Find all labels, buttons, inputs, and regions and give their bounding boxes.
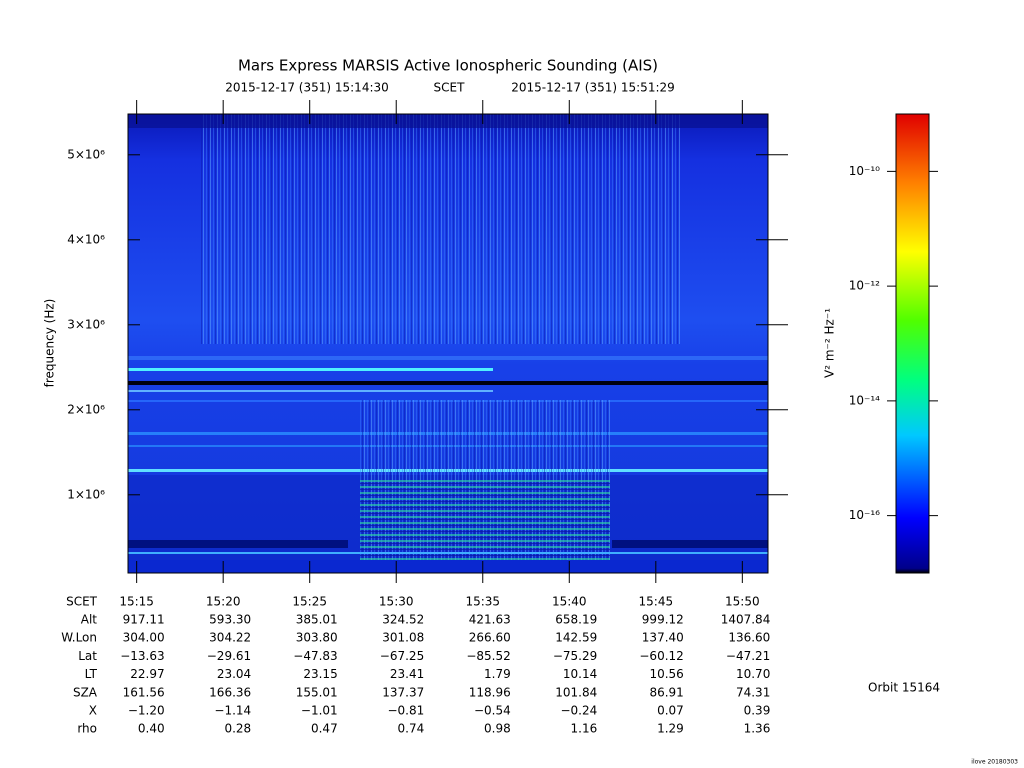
axes-frame xyxy=(127,113,769,574)
start-time: 2015-12-17 (351) 15:14:30 xyxy=(225,81,389,95)
ephemeris-value: 166.36 xyxy=(209,685,251,699)
ephemeris-value: 137.40 xyxy=(642,631,684,645)
ephemeris-value: 0.39 xyxy=(744,704,771,718)
spectrogram-image xyxy=(128,114,768,573)
ephemeris-value: 266.60 xyxy=(469,631,511,645)
ephemeris-row-label: SZA xyxy=(73,685,98,699)
ephemeris-value: 658.19 xyxy=(555,613,597,627)
ephemeris-value: 86.91 xyxy=(649,685,683,699)
ephemeris-value: 1.79 xyxy=(484,667,511,681)
ephemeris-value: 1.29 xyxy=(657,722,684,736)
ephemeris-value: 0.07 xyxy=(657,704,684,718)
colorbar-tick-label: 10⁻¹⁶ xyxy=(849,508,880,522)
x-tick-label: 15:50 xyxy=(725,595,760,609)
ephemeris-value: 421.63 xyxy=(469,613,511,627)
ephemeris-value: 161.56 xyxy=(123,685,165,699)
ephemeris-value: −29.61 xyxy=(207,649,251,663)
x-tick-label: 15:25 xyxy=(292,595,327,609)
y-tick-label: 2×10⁶ xyxy=(67,402,105,416)
ephemeris-row-label: rho xyxy=(77,722,97,736)
x-tick-label: 15:15 xyxy=(119,595,154,609)
ephemeris-value: 999.12 xyxy=(642,613,684,627)
ephemeris-row-label: LT xyxy=(85,667,98,681)
ephemeris-value: −1.20 xyxy=(128,704,165,718)
ephemeris-value: −85.52 xyxy=(466,649,510,663)
ephemeris-value: 118.96 xyxy=(469,685,511,699)
ephemeris-value: 22.97 xyxy=(130,667,164,681)
ephemeris-value: −13.63 xyxy=(120,649,164,663)
ephemeris-value: 301.08 xyxy=(382,631,424,645)
end-time: 2015-12-17 (351) 15:51:29 xyxy=(511,81,675,95)
ephemeris-value: 324.52 xyxy=(382,613,424,627)
ephemeris-value: 10.70 xyxy=(736,667,770,681)
ephemeris-row-label: X xyxy=(89,704,97,718)
ephemeris-value: 10.14 xyxy=(563,667,597,681)
ephemeris-value: 23.41 xyxy=(390,667,424,681)
y-axis-label: frequency (Hz) xyxy=(43,299,57,388)
colorbar-label: V² m⁻² Hz⁻¹ xyxy=(823,308,837,378)
ephemeris-value: 1.36 xyxy=(744,722,771,736)
y-tick-label: 5×10⁶ xyxy=(67,147,105,161)
ephemeris-row-label: W.Lon xyxy=(61,631,97,645)
ephemeris-value: 23.04 xyxy=(217,667,251,681)
ephemeris-value: 304.22 xyxy=(209,631,251,645)
y-tick-label: 1×10⁶ xyxy=(67,487,105,501)
ephemeris-value: 304.00 xyxy=(123,631,165,645)
colorbar-tick-label: 10⁻¹⁴ xyxy=(849,393,880,407)
x-tick-label: 15:30 xyxy=(379,595,414,609)
ephemeris-value: 0.98 xyxy=(484,722,511,736)
ephemeris-value: −0.54 xyxy=(474,704,511,718)
x-tick-label: 15:20 xyxy=(206,595,241,609)
colorbar-tick-label: 10⁻¹⁰ xyxy=(849,164,880,178)
ephemeris-row-label: Alt xyxy=(81,613,98,627)
chart-title: Mars Express MARSIS Active Ionospheric S… xyxy=(238,57,658,75)
ephemeris-value: −1.14 xyxy=(214,704,251,718)
ephemeris-value: 303.80 xyxy=(296,631,338,645)
ephemeris-value: 0.28 xyxy=(224,722,251,736)
ephemeris-value: 1.16 xyxy=(571,722,598,736)
ephemeris-value: −1.01 xyxy=(301,704,338,718)
ephemeris-value: 0.74 xyxy=(398,722,425,736)
ephemeris-value: 1407.84 xyxy=(721,613,771,627)
orbit-label: Orbit 15164 xyxy=(868,681,940,695)
y-tick-label: 3×10⁶ xyxy=(67,317,105,331)
ephemeris-value: −0.24 xyxy=(560,704,597,718)
ephemeris-value: 10.56 xyxy=(649,667,683,681)
ephemeris-value: −47.83 xyxy=(293,649,337,663)
ephemeris-value: 385.01 xyxy=(296,613,338,627)
x-tick-label: 15:45 xyxy=(639,595,674,609)
ephemeris-value: −60.12 xyxy=(639,649,683,663)
ephemeris-row-label: Lat xyxy=(78,649,97,663)
y-tick-label: 4×10⁶ xyxy=(67,232,105,246)
ephemeris-label: SCET xyxy=(66,595,98,609)
ephemeris-value: 917.11 xyxy=(123,613,165,627)
colorbar-tick-label: 10⁻¹² xyxy=(849,279,880,293)
ephemeris-value: −47.21 xyxy=(726,649,770,663)
ephemeris-value: 74.31 xyxy=(736,685,770,699)
ephemeris-value: −75.29 xyxy=(553,649,597,663)
ephemeris-value: 593.30 xyxy=(209,613,251,627)
stamp: ilove 20180303 xyxy=(971,759,1018,766)
colorbar xyxy=(895,113,930,574)
ephemeris-value: 0.47 xyxy=(311,722,338,736)
ephemeris-value: −67.25 xyxy=(380,649,424,663)
ephemeris-value: −0.81 xyxy=(387,704,424,718)
ephemeris-value: 23.15 xyxy=(303,667,337,681)
x-tick-label: 15:35 xyxy=(465,595,500,609)
time-system: SCET xyxy=(434,81,466,95)
ephemeris-value: 0.40 xyxy=(138,722,165,736)
ephemeris-value: 137.37 xyxy=(382,685,424,699)
ephemeris-value: 155.01 xyxy=(296,685,338,699)
ephemeris-value: 136.60 xyxy=(728,631,770,645)
ephemeris-value: 142.59 xyxy=(555,631,597,645)
x-tick-label: 15:40 xyxy=(552,595,587,609)
ephemeris-value: 101.84 xyxy=(555,685,597,699)
